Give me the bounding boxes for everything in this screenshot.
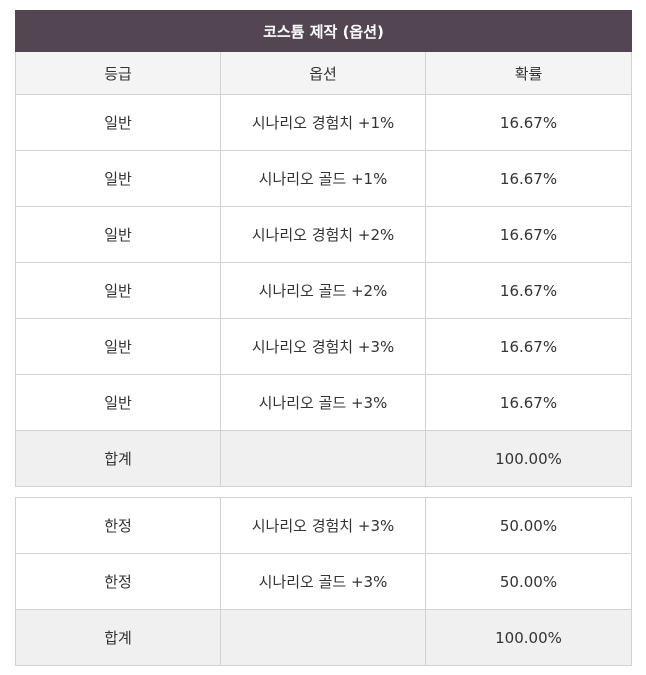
total-probability: 100.00% — [425, 609, 632, 666]
cell-probability: 16.67% — [424, 318, 633, 375]
cell-grade: 일반 — [15, 374, 221, 431]
cell-grade: 일반 — [15, 150, 221, 207]
total-probability: 100.00% — [424, 430, 633, 487]
table-row: 일반 시나리오 골드 +3% 16.67% — [15, 374, 633, 431]
table-header-row: 등급 옵션 확률 — [15, 51, 633, 95]
costume-option-table: 코스튬 제작 (옵션) 등급 옵션 확률 일반 시나리오 경험치 +1% 16.… — [14, 10, 633, 487]
table-row: 한정 시나리오 경험치 +3% 50.00% — [15, 497, 632, 554]
header-option: 옵션 — [220, 51, 426, 95]
table-row: 일반 시나리오 경험치 +1% 16.67% — [15, 94, 633, 151]
cell-option: 시나리오 골드 +3% — [220, 553, 426, 610]
cell-option: 시나리오 골드 +3% — [220, 374, 426, 431]
cell-option: 시나리오 골드 +1% — [220, 150, 426, 207]
cell-grade: 일반 — [15, 94, 221, 151]
total-label: 합계 — [15, 609, 221, 666]
total-label: 합계 — [15, 430, 221, 487]
table-row: 일반 시나리오 경험치 +2% 16.67% — [15, 206, 633, 263]
cell-grade: 한정 — [15, 497, 221, 554]
table-gap — [15, 487, 631, 497]
cell-probability: 50.00% — [425, 497, 632, 554]
cell-option: 시나리오 경험치 +2% — [220, 206, 426, 263]
total-option — [220, 430, 426, 487]
cell-option: 시나리오 경험치 +3% — [220, 318, 426, 375]
cell-option: 시나리오 경험치 +1% — [220, 94, 426, 151]
cell-grade: 한정 — [15, 553, 221, 610]
cell-grade: 일반 — [15, 318, 221, 375]
header-grade: 등급 — [15, 51, 221, 95]
limited-option-table: 한정 시나리오 경험치 +3% 50.00% 한정 시나리오 골드 +3% 50… — [15, 497, 632, 666]
cell-grade: 일반 — [15, 206, 221, 263]
cell-option: 시나리오 골드 +2% — [220, 262, 426, 319]
cell-probability: 16.67% — [424, 94, 633, 151]
total-row: 합계 100.00% — [15, 609, 632, 666]
cell-grade: 일반 — [15, 262, 221, 319]
table-row: 일반 시나리오 골드 +2% 16.67% — [15, 262, 633, 319]
cell-probability: 50.00% — [425, 553, 632, 610]
table-row: 일반 시나리오 경험치 +3% 16.67% — [15, 318, 633, 375]
cell-probability: 16.67% — [424, 206, 633, 263]
header-probability: 확률 — [424, 51, 633, 95]
cell-option: 시나리오 경험치 +3% — [220, 497, 426, 554]
total-option — [220, 609, 426, 666]
table-row: 일반 시나리오 골드 +1% 16.67% — [15, 150, 633, 207]
table-title: 코스튬 제작 (옵션) — [14, 10, 633, 52]
total-row: 합계 100.00% — [15, 430, 633, 487]
table-title-row: 코스튬 제작 (옵션) — [14, 10, 633, 52]
table-row: 한정 시나리오 골드 +3% 50.00% — [15, 553, 632, 610]
cell-probability: 16.67% — [424, 374, 633, 431]
probability-tables: 코스튬 제작 (옵션) 등급 옵션 확률 일반 시나리오 경험치 +1% 16.… — [14, 10, 633, 666]
cell-probability: 16.67% — [424, 150, 633, 207]
cell-probability: 16.67% — [424, 262, 633, 319]
